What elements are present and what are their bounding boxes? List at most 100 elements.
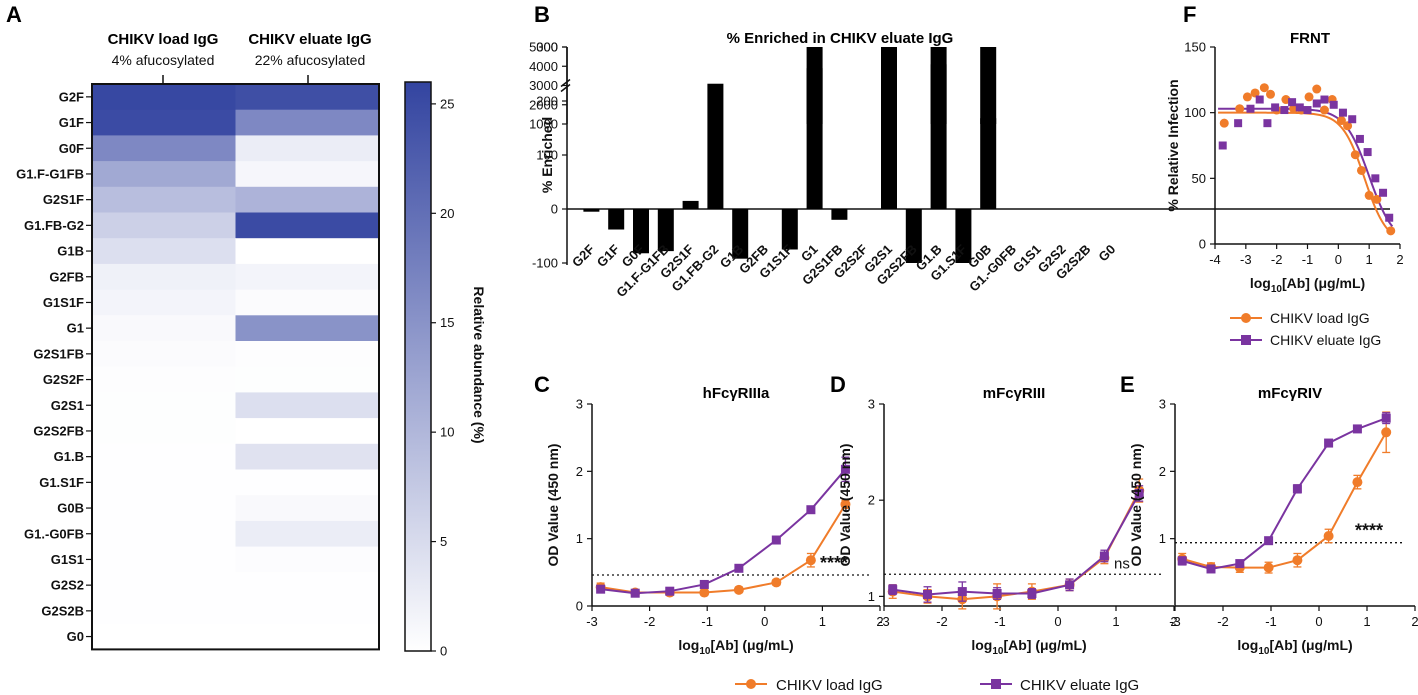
chart-title: mFcγRIII [983,385,1046,402]
legend-frnt: CHIKV load IgG CHIKV eluate IgG [1230,310,1381,348]
data-point-load [1381,427,1392,438]
bar-upper-segment [980,118,997,124]
data-point-load [1336,116,1346,126]
heatmap-row-label: G2S2B [41,603,84,618]
series-line [892,492,1141,596]
data-point-load [840,499,851,510]
y-tick-label: 3 [868,397,875,412]
line-chart-mfcgriv: mFcγRIV 1 2 3 -3 -2 -1 0 1 2 OD Value (450 nm) log1… [1128,385,1418,657]
data-point-load [1372,194,1382,204]
heatmap-row-label: G1.B [54,449,84,464]
heatmap-row-label: G2S1FB [33,346,84,361]
data-point-load [771,577,782,588]
bar-category-label: G0 [1095,242,1118,265]
colorbar-tick-label: 5 [440,534,447,549]
data-point-load [1292,555,1303,566]
x-tick-label: -1 [994,614,1006,629]
bar [633,209,649,254]
series-line [1181,431,1388,569]
x-axis-label: log10[Ab] (μg/mL) [1250,275,1365,295]
x-tick-label: 2 [1411,614,1418,629]
heatmap-row-label: G1S1 [51,552,84,567]
colorbar-tick-label: 20 [440,206,454,221]
y-axis-label: OD Value (450 nm) [837,444,853,567]
data-point-eluate [1280,106,1289,115]
heatmap-cell [235,546,380,573]
x-tick-label: 0 [761,614,768,629]
x-axis-label-units: [Ab] (μg/mL) [1269,637,1352,653]
x-tick-label: -3 [586,614,598,629]
x-axis-label-log: log [678,637,699,653]
data-point-load [1356,165,1366,175]
legend-bottom: CHIKV load IgG CHIKV eluate IgG [735,677,1139,694]
chart-title: FRNT [1290,30,1330,47]
legend-frnt-eluate-label: CHIKV eluate IgG [1270,332,1381,348]
heatmap-cell [235,598,380,625]
panel-letter-d: D [830,372,846,397]
data-point-eluate [1371,174,1380,183]
colorbar-tick-label: 25 [440,96,454,111]
data-point-eluate [1065,580,1075,590]
heatmap-row-label: G1B [57,244,84,259]
data-point-eluate [1027,588,1037,598]
bar-upper-segment [930,64,947,124]
heatmap-cell [92,212,236,239]
x-tick-label: 2 [1396,252,1403,267]
heatmap-cell [235,135,380,162]
bar [831,209,848,220]
heatmap-cell [92,520,236,548]
data-point-load [699,587,710,598]
x-tick-label: 0 [1315,614,1322,629]
heatmap-cell [92,161,236,188]
data-point-eluate [1177,556,1187,566]
x-tick-label: -2 [1271,252,1283,267]
bar-ytick-label: 200 [536,94,558,109]
data-point-eluate [1134,488,1144,498]
legend-bottom-eluate-marker [991,679,1001,689]
data-point-load [805,555,816,566]
colorbar-tick-label: 10 [440,425,454,440]
panel-letter-b: B [534,2,550,27]
bar-chart-ylabel: % Enriched [539,117,555,193]
bar-ytick-label: 2000 [529,97,558,112]
data-point-load [1319,105,1329,115]
heatmap-cell [235,520,380,548]
bar-ytick-label: 1000 [529,117,558,132]
bar-ytick-label: 300 [536,40,558,55]
data-point-eluate [1338,108,1347,117]
y-tick-label: 2 [576,464,583,479]
data-point-eluate [1363,148,1372,157]
y-tick-label: 0 [576,599,583,614]
heatmap-row-label: G2FB [49,269,84,284]
bar-category-label: G2F [569,241,598,270]
heatmap-cell [235,109,380,136]
bar-upper-segment [881,84,897,124]
legend-frnt-load-label: CHIKV load IgG [1270,310,1370,326]
x-tick-label: 2 [1170,614,1177,629]
heatmap-cell [92,418,236,445]
data-point-load [1323,530,1334,541]
x-axis-label-sub: 10 [1258,646,1270,657]
significance-label: **** [1355,521,1383,541]
bar-ytick-label: 4000 [529,59,558,74]
data-point-load [1263,562,1274,573]
y-tick-label: 2 [1159,464,1166,479]
y-tick-label: 150 [1184,40,1206,55]
x-axis-label-log: log [971,637,992,653]
data-point-eluate [1379,188,1388,197]
data-point-eluate [1246,104,1255,113]
data-point-load [1350,150,1360,160]
data-point-eluate [1381,413,1391,423]
data-point-load [1364,190,1374,200]
heatmap-row-label: G2S1F [43,192,84,207]
bar-upper-segment [806,68,823,124]
data-point-load [1304,92,1314,102]
heatmap-row-label: G1 [67,321,84,336]
data-point-load [1386,226,1396,236]
panel-letter-f: F [1183,2,1196,27]
data-point-load [1250,88,1260,98]
x-tick-label: -2 [644,614,656,629]
x-axis-label-sub: 10 [1271,284,1283,295]
heatmap-cell [92,109,236,136]
series-line [892,490,1141,601]
